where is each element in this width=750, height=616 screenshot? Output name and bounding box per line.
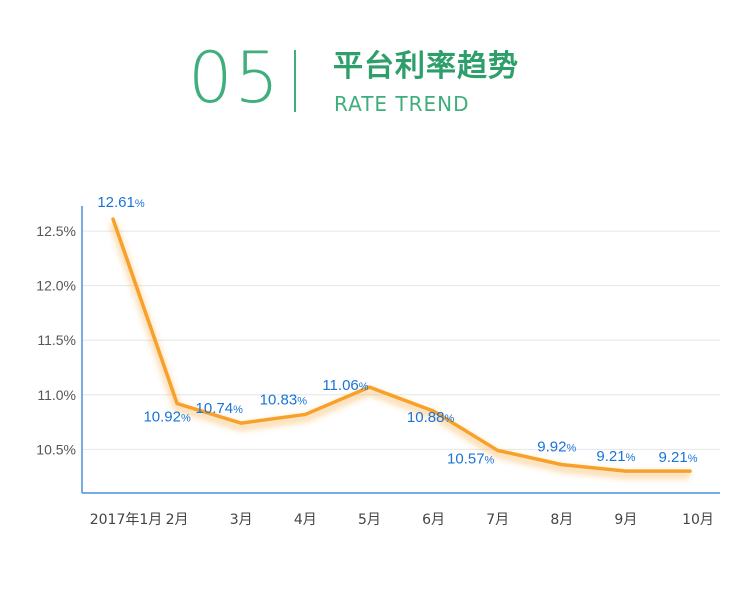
x-tick-label: 5月: [358, 512, 381, 528]
x-tick-label: 2月: [166, 512, 189, 528]
x-tick-label: 7月: [486, 512, 509, 528]
data-labels: 12.61% 10.92% 10.74% 10.83% 11.06% 10.88% 10.5…: [97, 194, 697, 467]
data-label: 12.61%: [97, 194, 145, 211]
series-line-shadow: [109, 221, 690, 480]
series-line-group: [109, 217, 692, 480]
data-label: 10.74%: [196, 400, 244, 417]
data-label: 9.21%: [659, 449, 698, 466]
header-divider: [294, 50, 296, 112]
data-label: 10.83%: [260, 391, 308, 408]
section-title-en: RATE TREND: [334, 92, 470, 116]
x-tick-label: 6月: [422, 512, 445, 528]
data-label: 11.06%: [322, 377, 368, 394]
y-tick-label: 11.0%: [37, 387, 76, 403]
y-tick-label: 12.5%: [36, 223, 76, 239]
x-tick-label: 2017年1月: [90, 512, 163, 528]
section-title-cn: 平台利率趋势: [333, 49, 519, 84]
x-tick-label: 10月: [682, 512, 714, 528]
data-label: 10.88%: [407, 409, 455, 426]
y-tick-label: 12.0%: [36, 278, 76, 294]
section-header: 05 平台利率趋势 RATE TREND: [0, 0, 750, 140]
data-label: 10.57%: [447, 450, 495, 467]
grid-lines: [82, 230, 720, 450]
x-tick-label: 9月: [614, 512, 637, 528]
y-tick-labels: 12.5% 12.0% 11.5% 11.0% 10.5%: [36, 223, 76, 457]
data-label: 10.92%: [143, 409, 191, 426]
x-tick-label: 8月: [550, 512, 573, 528]
x-tick-labels: 2017年1月 2月 3月 4月 5月 6月 7月 8月 9月 10月: [90, 512, 714, 528]
x-tick-label: 4月: [294, 512, 317, 528]
series-line: [111, 217, 692, 473]
y-tick-label: 10.5%: [36, 441, 76, 457]
y-tick-label: 11.5%: [37, 332, 76, 348]
x-tick-label: 3月: [230, 512, 253, 528]
data-label: 9.92%: [537, 439, 576, 456]
section-number: 05: [188, 37, 282, 119]
data-label: 9.21%: [596, 448, 635, 465]
axes: [81, 206, 720, 494]
